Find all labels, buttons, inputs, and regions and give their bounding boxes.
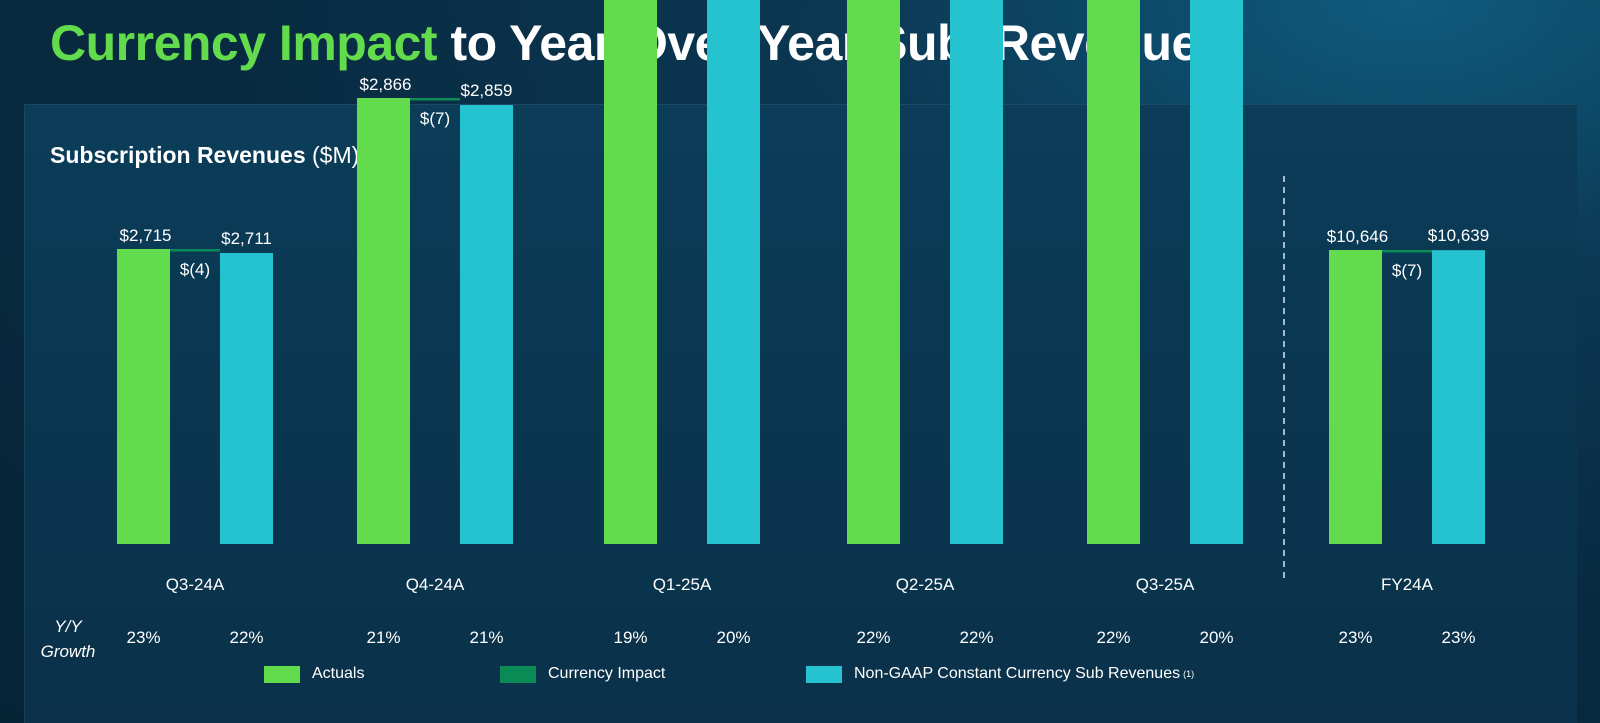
legend-swatch-actuals: [264, 665, 300, 683]
growth-actuals-q4-24a: 21%: [366, 628, 400, 647]
label-currency-impact-fy24a: $(7): [1392, 261, 1422, 280]
growth-constant-fy24a: 23%: [1441, 628, 1475, 647]
label-actuals-q3-24a: $2,715: [120, 226, 172, 245]
tick-label-q2-25a: Q2-25A: [896, 575, 955, 594]
legend-label-actuals: Actuals: [312, 665, 365, 682]
label-constant-q4-24a: $2,859: [461, 81, 513, 100]
bar-constant-q4-24a: [460, 105, 513, 544]
bar-actuals-fy24a: [1329, 250, 1382, 544]
bar-constant-q2-25a: [950, 0, 1003, 544]
label-actuals-fy24a: $10,646: [1327, 227, 1388, 246]
bar-actuals-q3-24a: [117, 249, 170, 544]
title-accent: Currency Impact: [50, 15, 438, 71]
growth-constant-q4-24a: 21%: [469, 628, 503, 647]
label-actuals-q4-24a: $2,866: [360, 75, 412, 94]
bar-actuals-q2-25a: [847, 0, 900, 544]
growth-constant-q3-25a: 20%: [1199, 628, 1233, 647]
growth-constant-q1-25a: 20%: [716, 628, 750, 647]
bar-currency-impact-fy24a: [1382, 250, 1432, 253]
tick-label-q3-24a: Q3-24A: [166, 575, 225, 594]
legend-label-currency-impact: Currency Impact: [548, 665, 666, 682]
legend-item-actuals: Actuals: [264, 663, 364, 685]
legend-swatch-constant-currency: [806, 665, 842, 683]
growth-label-line1: Y/Y: [54, 617, 83, 636]
tick-label-q1-25a: Q1-25A: [653, 575, 712, 594]
chart-panel: [24, 104, 1577, 723]
legend-label-constant-currency: Non-GAAP Constant Currency Sub Revenues: [854, 665, 1181, 682]
legend-footnote-marker: (1): [1183, 669, 1195, 679]
tick-label-q3-25a: Q3-25A: [1136, 575, 1195, 594]
growth-actuals-q1-25a: 19%: [613, 628, 647, 647]
growth-constant-q2-25a: 22%: [959, 628, 993, 647]
subtitle-bold: Subscription Revenues: [50, 142, 306, 168]
growth-constant-q3-24a: 22%: [229, 628, 263, 647]
label-currency-impact-q4-24a: $(7): [420, 109, 450, 128]
growth-actuals-q3-24a: 23%: [126, 628, 160, 647]
growth-label-line2: Growth: [41, 642, 96, 661]
tick-label-q4-24a: Q4-24A: [406, 575, 465, 594]
legend-item-constant-currency: Non-GAAP Constant Currency Sub Revenues(…: [806, 663, 1194, 685]
bar-constant-q3-25a: [1190, 0, 1243, 544]
chart-subtitle: Subscription Revenues ($M): [50, 142, 359, 169]
subtitle-unit: ($M): [305, 142, 360, 168]
tick-label-fy24a: FY24A: [1381, 575, 1434, 594]
label-constant-fy24a: $10,639: [1428, 226, 1489, 245]
bar-actuals-q3-25a: [1087, 0, 1140, 544]
bar-actuals-q4-24a: [357, 98, 410, 544]
growth-actuals-q2-25a: 22%: [856, 628, 890, 647]
bar-constant-q3-24a: [220, 253, 273, 544]
bar-currency-impact-q3-24a: [170, 249, 220, 252]
growth-actuals-q3-25a: 22%: [1096, 628, 1130, 647]
legend-swatch-currency-impact: [500, 665, 536, 683]
bar-currency-impact-q4-24a: [410, 98, 460, 101]
label-constant-q3-24a: $2,711: [221, 229, 272, 248]
bar-actuals-q1-25a: [604, 0, 657, 544]
label-currency-impact-q3-24a: $(4): [180, 260, 210, 279]
bar-constant-fy24a: [1432, 250, 1485, 545]
bar-constant-q1-25a: [707, 0, 760, 544]
legend-item-currency-impact: Currency Impact: [500, 663, 665, 685]
growth-actuals-fy24a: 23%: [1338, 628, 1372, 647]
